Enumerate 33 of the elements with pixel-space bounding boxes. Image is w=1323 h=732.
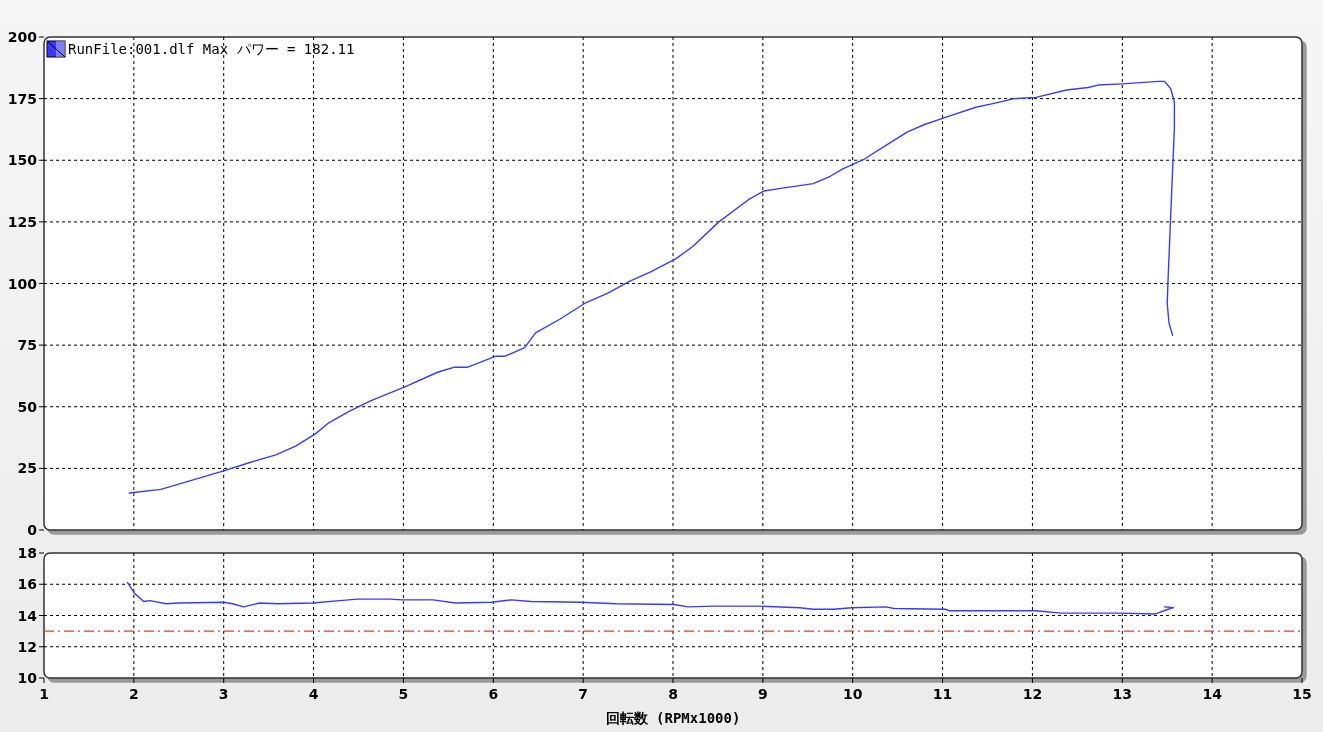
y-tick-label: 0 [27, 522, 38, 538]
x-tick-label: 3 [218, 686, 229, 702]
line-series [126, 581, 1175, 615]
x-tick-label: 10 [842, 686, 863, 702]
x-tick-label: 15 [1292, 686, 1312, 702]
legend-label: RunFile:001.dlf Max パワー = 182.11 [68, 41, 355, 57]
y-tick-label: 75 [17, 337, 37, 354]
y-tick-label: 14 [17, 607, 38, 624]
y-tick-label: 50 [17, 398, 38, 415]
y-tick-label: 150 [7, 152, 38, 169]
x-tick-label: 7 [578, 686, 589, 702]
y-tick-label: 10 [17, 670, 38, 686]
x-tick-label: 6 [488, 686, 499, 702]
x-tick-label: 9 [757, 686, 768, 702]
y-tick-label: 200 [7, 29, 38, 45]
x-tick-label: 8 [668, 686, 678, 702]
x-tick-label: 2 [128, 686, 139, 702]
x-tick-label: 14 [1202, 686, 1223, 702]
y-tick-label: 125 [7, 213, 37, 230]
y-tick-label: 12 [17, 638, 37, 655]
y-tick-label: 16 [17, 576, 37, 593]
y-tick-label: 100 [7, 275, 38, 292]
x-axis-title: 回転数 (RPMx1000) [605, 710, 741, 726]
x-tick-label: 13 [1112, 686, 1133, 702]
y-tick-label: 25 [17, 460, 37, 477]
x-tick-label: 1 [39, 686, 49, 702]
y-tick-label: 18 [17, 545, 37, 561]
x-tick-label: 5 [398, 686, 409, 702]
line-series [128, 80, 1176, 494]
x-tick-label: 4 [308, 686, 319, 702]
x-tick-label: 11 [932, 686, 953, 702]
y-tick-label: 175 [7, 90, 37, 107]
x-tick-label: 12 [1022, 686, 1043, 702]
